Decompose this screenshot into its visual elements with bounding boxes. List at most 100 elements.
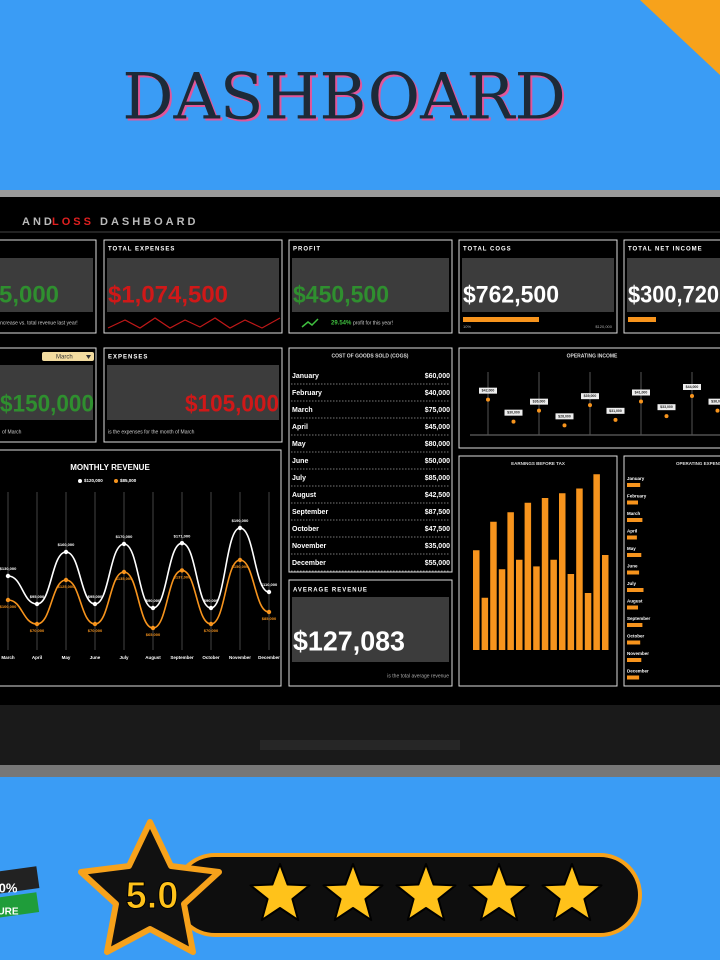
value-panel (627, 258, 720, 312)
legend-swatch (114, 479, 118, 483)
bar (567, 574, 575, 650)
laptop-edge (0, 765, 720, 777)
label-box (555, 413, 574, 420)
point (63, 549, 69, 555)
table-cell: October (292, 526, 319, 533)
point (150, 605, 156, 611)
month-card (0, 347, 97, 443)
month-selector-label[interactable]: March (56, 355, 73, 361)
table-cell: June (292, 458, 308, 465)
y-tick-label: November (627, 651, 649, 656)
point (121, 569, 127, 575)
point (237, 557, 243, 563)
kpi-card (288, 239, 453, 334)
point (34, 601, 40, 607)
data-label: $70,000 (88, 628, 103, 633)
y-tick-label: December (627, 669, 649, 674)
table-cell: $55,000 (425, 560, 450, 567)
y-tick-label: February (627, 494, 647, 499)
table-cell: $35,000 (425, 543, 450, 550)
point (690, 394, 694, 398)
bar (490, 521, 497, 650)
y-tick-label: June (627, 564, 638, 569)
data-label: $95,000 (88, 594, 103, 599)
legend-label: $85,000 (120, 478, 137, 483)
ebt-chart (458, 455, 618, 687)
point (237, 525, 243, 531)
data-label: $137,000 (174, 574, 191, 579)
label: 10% (463, 324, 471, 329)
label-box (657, 404, 676, 411)
label: is the total average revenue (387, 673, 449, 679)
bar (507, 512, 514, 650)
series-line (7, 559, 270, 629)
data-label: $65,000 (146, 632, 161, 637)
label-box (708, 398, 720, 405)
bar (627, 658, 642, 662)
label: OPERATING EXPENSES (676, 461, 720, 466)
value-panel (0, 258, 93, 312)
value-panel (462, 258, 614, 312)
table-cell: $87,500 (425, 509, 450, 516)
legend-swatch (78, 479, 82, 483)
bar (584, 593, 592, 650)
y-tick-label: January (627, 476, 645, 481)
label: AVERAGE REVENUE (293, 588, 368, 594)
bar (541, 498, 549, 650)
bar (627, 623, 643, 627)
point (179, 541, 185, 546)
dashboard-title: LOSS (52, 216, 94, 228)
x-tick-label: March (1, 655, 15, 660)
data-label: $90,000 (204, 598, 219, 603)
bar (627, 640, 641, 645)
x-tick-label: November (229, 655, 251, 660)
title-shadow: DASHBOARD (124, 63, 568, 137)
month-selector[interactable] (42, 352, 94, 361)
page-title: DASHBOARD (122, 61, 566, 135)
x-tick-label: May (62, 655, 71, 660)
bar (627, 675, 640, 680)
label-box (479, 387, 497, 394)
value-panel (0, 365, 93, 420)
x-tick-label: October (202, 655, 220, 660)
x-tick-label: December (258, 655, 280, 660)
badge (0, 866, 40, 897)
point (92, 621, 98, 627)
label: MONTHLY REVENUE (70, 463, 150, 472)
table-cell: April (292, 424, 308, 431)
data-label: $190,000 (232, 518, 249, 523)
series-line (7, 527, 270, 609)
kpi-card (623, 239, 720, 334)
point (639, 399, 643, 404)
bar (627, 535, 637, 540)
bar (627, 553, 642, 557)
table-cell: $40,000 (425, 390, 450, 397)
bar (627, 570, 640, 575)
expenses-value: $105,000 (185, 390, 279, 417)
data-label: $36,000 (533, 400, 546, 404)
x-tick-label: September (170, 655, 194, 660)
data-label: $100,000 (0, 604, 17, 609)
table-cell: September (292, 509, 328, 516)
table-cell: February (292, 390, 322, 397)
data-label: $31,000 (609, 409, 622, 413)
kpi-note: profit for this year! (353, 320, 393, 326)
badge-text: 0% (0, 880, 18, 895)
data-label: $41,000 (635, 390, 648, 394)
bar (559, 493, 566, 650)
label: COST OF GOODS SOLD (COGS) (332, 353, 409, 359)
data-label: $85,000 (262, 616, 277, 621)
data-label: $125,000 (58, 584, 75, 589)
kpi-value: $762,500 (463, 281, 559, 308)
value-panel (292, 258, 449, 312)
rating-star (468, 863, 530, 922)
table-cell: July (292, 475, 306, 482)
kpi-value: $450,500 (293, 281, 389, 308)
y-tick-label: September (627, 616, 651, 621)
corner-ribbon (640, 0, 720, 75)
label: $120,000 (595, 324, 612, 329)
dashboard-title: DASHBOARD (100, 216, 199, 228)
label-box (606, 407, 625, 414)
legend-label: $120,000 (84, 478, 103, 483)
